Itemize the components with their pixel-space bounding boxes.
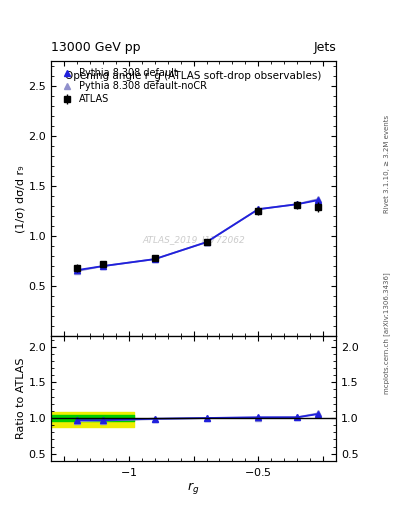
Pythia 8.308 default xyxy=(75,267,79,273)
Text: Opening angle r_g (ATLAS soft-drop observables): Opening angle r_g (ATLAS soft-drop obser… xyxy=(65,70,322,80)
Pythia 8.308 default xyxy=(316,197,320,203)
Pythia 8.308 default-noCR xyxy=(152,256,157,262)
Line: Pythia 8.308 default: Pythia 8.308 default xyxy=(74,197,321,273)
Pythia 8.308 default xyxy=(295,201,299,207)
Pythia 8.308 default-noCR xyxy=(295,201,299,207)
Y-axis label: (1/σ) dσ/d r₉: (1/σ) dσ/d r₉ xyxy=(16,165,26,232)
Pythia 8.308 default-noCR xyxy=(75,268,79,274)
Text: ATLAS_2019_I1772062: ATLAS_2019_I1772062 xyxy=(142,236,245,244)
Pythia 8.308 default-noCR xyxy=(256,206,261,212)
Legend: Pythia 8.308 default, Pythia 8.308 default-noCR, ATLAS: Pythia 8.308 default, Pythia 8.308 defau… xyxy=(56,66,209,106)
Text: 13000 GeV pp: 13000 GeV pp xyxy=(51,41,141,54)
Text: Jets: Jets xyxy=(313,41,336,54)
Pythia 8.308 default xyxy=(101,263,105,269)
Line: Pythia 8.308 default-noCR: Pythia 8.308 default-noCR xyxy=(74,196,321,274)
Text: Rivet 3.1.10, ≥ 3.2M events: Rivet 3.1.10, ≥ 3.2M events xyxy=(384,115,390,213)
Y-axis label: Ratio to ATLAS: Ratio to ATLAS xyxy=(16,358,26,439)
Pythia 8.308 default xyxy=(204,239,209,245)
Pythia 8.308 default xyxy=(152,256,157,262)
Text: mcplots.cern.ch [arXiv:1306.3436]: mcplots.cern.ch [arXiv:1306.3436] xyxy=(384,272,391,394)
Pythia 8.308 default-noCR xyxy=(316,196,320,202)
X-axis label: $r_g$: $r_g$ xyxy=(187,480,200,497)
Pythia 8.308 default-noCR xyxy=(101,263,105,269)
Pythia 8.308 default-noCR xyxy=(204,239,209,245)
Pythia 8.308 default xyxy=(256,206,261,212)
